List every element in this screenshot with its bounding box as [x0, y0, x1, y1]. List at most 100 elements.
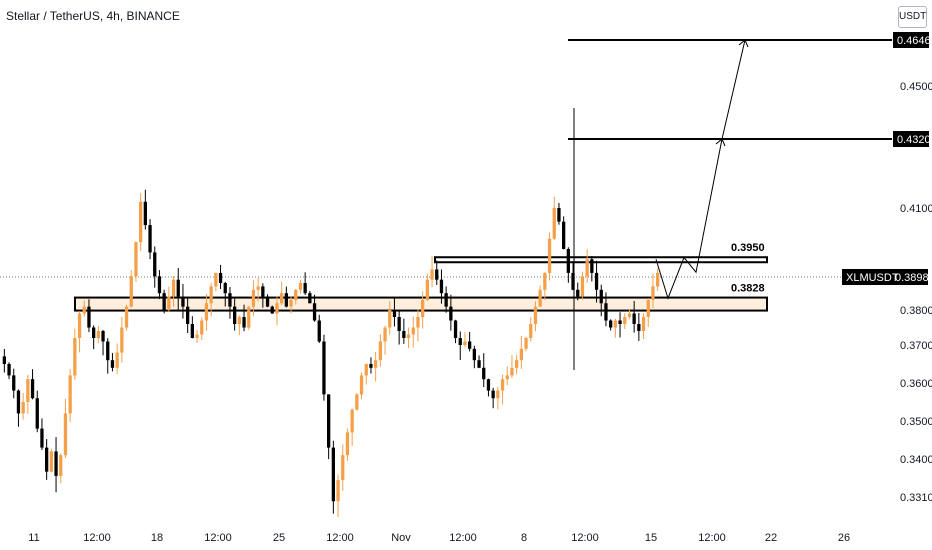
candle-body: [444, 293, 448, 307]
candle-body: [359, 375, 364, 395]
candle-body: [214, 272, 218, 287]
time-axis[interactable]: 11 12:00 18 12:00 25 12:00 Nov 12:00 8 1…: [28, 532, 850, 544]
candle-body: [435, 269, 439, 280]
candle-body: [26, 379, 30, 402]
candle-body: [82, 306, 86, 314]
candle-body: [96, 331, 100, 338]
candle-body: [515, 360, 519, 368]
candle-body: [590, 259, 594, 273]
candle-body: [604, 303, 608, 321]
candle-body: [646, 299, 650, 317]
target-tag-1-bg: [893, 32, 929, 48]
candle-body: [129, 276, 133, 307]
candle-body: [557, 208, 561, 222]
candle-body: [651, 286, 655, 300]
candle-body: [397, 317, 401, 331]
candle-body: [529, 324, 533, 338]
candle-body: [562, 221, 566, 249]
candle-body: [585, 259, 589, 277]
y-tick-7: 0.3310: [900, 492, 932, 504]
candle-body: [552, 208, 556, 239]
y-tick-3: 0.3700: [900, 340, 932, 352]
candle-body: [406, 334, 411, 338]
candle-body: [486, 379, 491, 391]
x-tick-0: 11: [28, 532, 39, 544]
candle-body: [284, 293, 288, 307]
candle-body: [632, 313, 636, 324]
candle-body: [68, 375, 72, 414]
candle-body: [270, 306, 274, 314]
current-price-value: 0.3898: [895, 272, 929, 284]
candle-body: [468, 341, 472, 349]
candle-body: [580, 276, 585, 297]
candle-body: [49, 451, 53, 472]
y-tick-0: 0.4500: [900, 81, 932, 93]
candle-body: [524, 338, 528, 349]
candle-body: [345, 432, 350, 456]
candle-body: [609, 320, 613, 328]
x-tick-11: 12:00: [698, 532, 726, 544]
x-tick-13: 26: [838, 532, 850, 544]
price-axis[interactable]: 0.4500 0.4100 0.3800 0.3700 0.3600 0.350…: [900, 81, 932, 504]
candle-body: [322, 341, 326, 395]
x-tick-6: Nov: [391, 532, 411, 544]
candles-group: [2, 189, 660, 517]
candle-body: [280, 293, 284, 304]
candle-body: [12, 375, 16, 391]
y-tick-5: 0.3500: [900, 416, 932, 428]
candle-body: [637, 324, 641, 331]
x-tick-4: 25: [273, 532, 285, 544]
candle-body: [538, 289, 542, 307]
projection-arrowhead-1: [715, 138, 726, 147]
candle-body: [186, 306, 190, 324]
candle-body: [143, 201, 147, 226]
candle-body: [341, 455, 345, 481]
candle-body: [627, 313, 632, 317]
candle-body: [571, 272, 575, 290]
candle-body: [294, 289, 298, 300]
candle-body: [209, 286, 213, 304]
candle-body: [449, 306, 453, 321]
candle-body: [237, 317, 241, 324]
candle-body: [176, 279, 180, 297]
candle-body: [416, 317, 420, 328]
candle-body: [317, 320, 321, 342]
candle-body: [623, 317, 627, 324]
candle-body: [411, 327, 415, 335]
candle-body: [364, 364, 368, 376]
candle-body: [92, 327, 96, 338]
candle-body: [613, 320, 617, 328]
candle-body: [477, 360, 481, 368]
candle-body: [120, 327, 124, 353]
candle-body: [200, 320, 204, 335]
y-tick-4: 0.3600: [900, 378, 932, 390]
candle-body: [181, 296, 185, 307]
candle-body: [2, 356, 6, 364]
candle-body: [336, 480, 340, 502]
candle-body: [576, 289, 580, 297]
candle-body: [543, 272, 547, 290]
candle-body: [73, 338, 77, 376]
projection-path: [655, 39, 746, 300]
current-symbol-label: XLMUSDT: [846, 272, 899, 284]
candle-body: [275, 303, 279, 314]
candle-body: [101, 331, 105, 342]
candle-body: [547, 238, 552, 273]
level-label-resistance: 0.3950: [731, 242, 765, 254]
candle-body: [35, 398, 39, 429]
candle-body: [190, 324, 194, 338]
candle-body: [378, 341, 382, 361]
candle-body: [148, 225, 152, 253]
candle-body: [500, 379, 505, 391]
currency-unit-button[interactable]: USDT: [898, 6, 927, 28]
candle-body: [374, 360, 378, 368]
candle-body: [153, 252, 157, 277]
candle-body: [496, 390, 500, 399]
x-tick-1: 12:00: [83, 532, 111, 544]
y-tick-2: 0.3800: [900, 305, 932, 317]
candle-body: [312, 303, 317, 321]
candle-body: [228, 293, 232, 307]
y-tick-1: 0.4100: [900, 203, 932, 215]
candle-body: [327, 394, 331, 448]
